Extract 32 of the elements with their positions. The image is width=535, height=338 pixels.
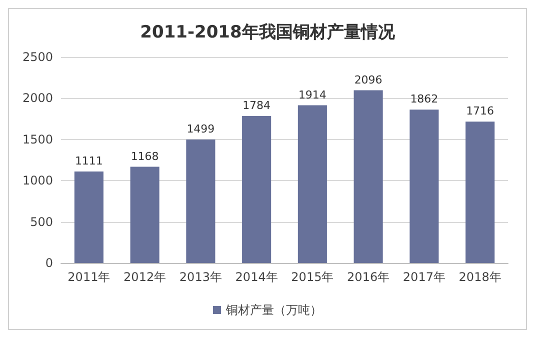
data-label: 1862 [410,92,438,106]
y-tick-label: 1500 [22,132,53,146]
legend-label: 铜材产量（万吨） [225,303,322,317]
bar [410,110,439,263]
x-tick-label: 2013年 [179,270,222,284]
data-label: 1499 [186,122,215,136]
bar [186,139,216,263]
data-label: 1168 [130,150,159,163]
bar [242,116,272,263]
x-tick-label: 2012年 [124,270,166,284]
y-tick-label: 1000 [22,174,53,188]
x-tick-label: 2017年 [402,270,446,284]
y-tick-label: 2500 [22,50,53,64]
chart-title: 2011-2018年我国铜材产量情况 [140,22,396,42]
bar [466,122,495,263]
x-tick-label: 2011年 [68,270,110,284]
bar [74,171,104,263]
data-label: 2096 [354,73,382,86]
bar [298,105,327,263]
data-label: 1784 [242,99,271,112]
y-tick-label: 2000 [22,91,53,106]
data-label: 1914 [298,88,326,102]
x-tick-label: 2015年 [291,270,334,284]
bar [354,90,383,263]
x-tick-label: 2016年 [347,270,390,284]
y-tick-label: 500 [30,214,53,229]
y-tick-label: 0 [45,256,53,270]
x-tick-label: 2014年 [235,270,278,284]
x-tick-label: 2018年 [458,270,502,284]
data-label: 1716 [466,104,494,118]
data-label: 1111 [74,154,103,168]
bar [130,166,160,263]
